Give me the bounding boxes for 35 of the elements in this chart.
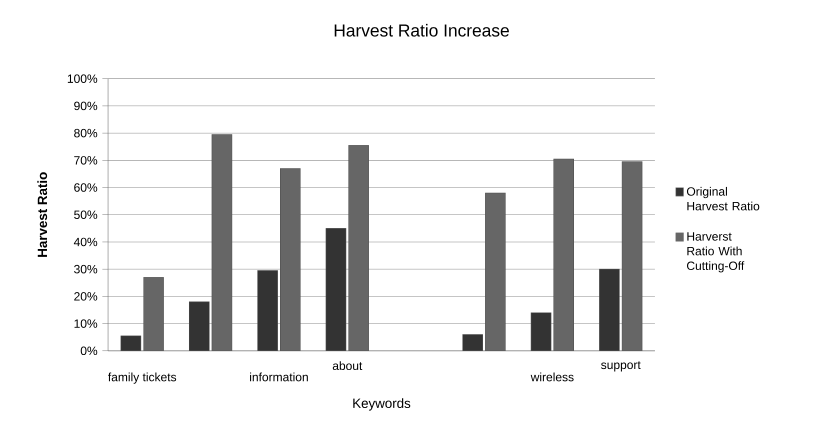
y-tick-label: 10% — [74, 320, 98, 328]
bar — [120, 336, 142, 352]
y-tick-label: 70% — [74, 156, 98, 165]
bar — [188, 302, 210, 352]
chart-title: Harvest Ratio Increase — [334, 24, 509, 37]
y-tick-label: 50% — [74, 210, 98, 220]
y-tick-label: 20% — [74, 292, 98, 301]
bar — [348, 145, 369, 352]
y-tick-label: 30% — [74, 265, 98, 274]
bar — [485, 192, 506, 352]
y-axis-title: Harvest Ratio — [37, 172, 48, 258]
bar — [622, 162, 642, 352]
bar — [326, 228, 346, 352]
bar — [280, 168, 301, 352]
x-axis-title: Keywords — [353, 398, 410, 411]
y-tick-label: 40% — [74, 238, 98, 246]
y-tick-label: 60% — [74, 184, 98, 192]
bar — [143, 277, 164, 352]
bar — [212, 134, 232, 352]
y-tick-label: 100% — [68, 74, 98, 84]
y-tick-label: 80% — [74, 129, 98, 138]
legend-label: Harverst Ratio With Cutting-Off — [687, 232, 744, 273]
bar — [257, 270, 278, 352]
x-tick-label: support — [601, 361, 641, 372]
x-tick-label: information — [250, 372, 308, 382]
y-tick-label: 90% — [74, 102, 98, 110]
bar — [553, 158, 574, 352]
y-tick-label: 0% — [80, 346, 98, 356]
x-tick-label: family tickets — [108, 372, 176, 384]
bar — [599, 269, 620, 352]
x-tick-label: about — [332, 361, 362, 370]
x-tick-label: wireless — [530, 372, 574, 382]
bar — [462, 334, 483, 352]
bar — [530, 312, 552, 352]
legend-label: Original Harvest Ratio — [686, 187, 760, 211]
